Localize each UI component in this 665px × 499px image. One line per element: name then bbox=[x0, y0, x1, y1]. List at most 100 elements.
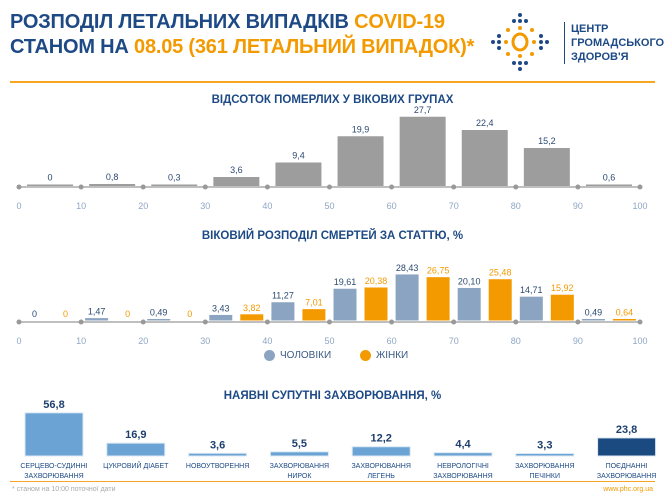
bar bbox=[399, 116, 446, 186]
bar-value-label: 9,4 bbox=[292, 151, 305, 161]
bar-value-label: 11,27 bbox=[272, 291, 294, 301]
category-label: ЗАХВОРЮВАННЯ bbox=[24, 473, 83, 480]
bar-value-label: 20,38 bbox=[365, 276, 388, 286]
title-highlight: COVID-19 bbox=[354, 11, 445, 33]
title-text: РОЗПОДІЛ ЛЕТАЛЬНИХ ВИПАДКІВ bbox=[10, 11, 355, 33]
bar-value-label: 15,92 bbox=[551, 283, 574, 293]
legend-women-label: ЖІНКИ bbox=[376, 350, 409, 361]
comorbidity-chart: 56,8 СЕРЦЕВО-СУДИННІ ЗАХВОРЮВАННЯ 16,9 ЦУКРО… bbox=[20, 399, 656, 480]
phc-logo-icon bbox=[491, 13, 549, 71]
bar-men bbox=[395, 274, 419, 321]
x-tick-label: 20 bbox=[138, 336, 148, 346]
x-tick-label: 100 bbox=[632, 201, 647, 211]
x-tick-dot bbox=[264, 319, 270, 325]
x-tick-label: 60 bbox=[387, 336, 397, 346]
bar-men bbox=[209, 314, 233, 321]
bar bbox=[433, 452, 493, 457]
bar-men bbox=[85, 318, 109, 321]
bar-value-label: 4,4 bbox=[455, 439, 471, 451]
bar-men bbox=[271, 302, 295, 321]
x-tick-label: 70 bbox=[449, 201, 459, 211]
bar-value-label: 0,6 bbox=[603, 173, 616, 183]
bar-value-label: 0 bbox=[187, 309, 192, 319]
bar-value-label: 5,5 bbox=[292, 438, 307, 450]
category-label: НОВОУТВОРЕННЯ bbox=[186, 463, 249, 470]
bar-women bbox=[302, 309, 326, 321]
x-tick-dot bbox=[451, 184, 457, 190]
bar-women bbox=[550, 294, 574, 321]
category-label: СЕРЦЕВО-СУДИННІ bbox=[20, 463, 87, 470]
x-tick-dot bbox=[327, 184, 332, 190]
bar bbox=[89, 184, 136, 186]
page-title: РОЗПОДІЛ ЛЕТАЛЬНИХ ВИПАДКІВ COVID-19 СТА… bbox=[10, 10, 474, 60]
category-label: ЗАХВОРЮВАННЯ bbox=[270, 463, 329, 470]
category-label: ЗАХВОРЮВАННЯ bbox=[515, 463, 574, 470]
x-tick-label: 70 bbox=[449, 336, 459, 346]
header-divider bbox=[10, 81, 655, 83]
title-text: СТАНОМ НА bbox=[10, 36, 135, 58]
website-url: www.phc.org.ua bbox=[603, 486, 653, 493]
logo-text: ЦЕНТР ГРОМАДСЬКОГО ЗДОРОВ'Я bbox=[571, 22, 664, 64]
bar-men bbox=[581, 319, 605, 321]
legend-women-swatch bbox=[360, 350, 371, 361]
logo-line-2: ГРОМАДСЬКОГО bbox=[571, 37, 665, 49]
x-tick-label: 100 bbox=[632, 336, 647, 346]
chart2-title: ВІКОВИЙ РОЗПОДІЛ СМЕРТЕЙ ЗА СТАТТЮ, % bbox=[201, 230, 464, 242]
bar-value-label: 3,43 bbox=[212, 303, 230, 313]
bar-value-label: 0,3 bbox=[168, 173, 181, 183]
x-tick-label: 80 bbox=[511, 201, 521, 211]
bar bbox=[188, 452, 248, 457]
x-tick-dot bbox=[389, 319, 395, 325]
x-tick-dot bbox=[16, 319, 22, 325]
bar-value-label: 27,7 bbox=[414, 105, 432, 115]
bar bbox=[24, 412, 84, 457]
bar-value-label: 14,71 bbox=[520, 285, 543, 295]
x-tick-label: 40 bbox=[262, 201, 272, 211]
legend-women: ЖІНКИ bbox=[360, 350, 408, 361]
x-tick-dot bbox=[389, 184, 395, 190]
legend-men: ЧОЛОВІКИ bbox=[264, 350, 331, 361]
x-tick-label: 50 bbox=[324, 336, 334, 346]
x-tick-label: 40 bbox=[262, 336, 272, 346]
chart1-title: ВІДСОТОК ПОМЕРЛИХ У ВІКОВИХ ГРУПАХ bbox=[211, 94, 454, 106]
legend-men-label: ЧОЛОВІКИ bbox=[280, 350, 332, 361]
bar-value-label: 0 bbox=[48, 173, 53, 183]
x-tick-dot bbox=[202, 319, 208, 325]
bar-value-label: 16,9 bbox=[125, 429, 146, 441]
x-tick-label: 20 bbox=[138, 201, 148, 211]
title-highlight: 08.05 (361 ЛЕТАЛЬНИЙ ВИПАДОК)* bbox=[134, 36, 475, 58]
logo-line-3: ЗДОРОВ'Я bbox=[571, 51, 629, 63]
bar-value-label: 19,9 bbox=[352, 124, 370, 134]
bar-value-label: 0 bbox=[32, 309, 37, 319]
bar bbox=[351, 446, 411, 457]
x-tick-dot bbox=[140, 184, 146, 190]
bar bbox=[106, 442, 166, 457]
category-label: ЗАХВОРЮВАННЯ bbox=[433, 473, 492, 480]
category-label: ЛЕГЕНЬ bbox=[368, 473, 396, 480]
category-label: ЗАХВОРЮВАННЯ bbox=[351, 463, 410, 470]
x-tick-label: 90 bbox=[573, 336, 583, 346]
bar bbox=[337, 136, 384, 186]
bar-value-label: 0,8 bbox=[106, 172, 119, 182]
footer-divider bbox=[10, 481, 655, 482]
bar-value-label: 25,48 bbox=[489, 268, 512, 278]
age-death-chart: 0 10 20 30 40 50 60 70 80 90 100 0 0,8 0,3 3,6 9,4 19,9 2… bbox=[16, 105, 647, 211]
category-label: НЕВРОЛОГІЧНІ bbox=[437, 463, 489, 470]
bar-value-label: 22,4 bbox=[476, 118, 494, 128]
legend-men-swatch bbox=[264, 350, 275, 361]
bar bbox=[213, 177, 260, 186]
bar-men bbox=[147, 319, 171, 321]
x-tick-dot bbox=[451, 319, 457, 325]
x-tick-label: 0 bbox=[16, 336, 21, 346]
bar-women bbox=[364, 287, 388, 321]
bar-women bbox=[240, 314, 264, 321]
x-tick-dot bbox=[327, 319, 332, 325]
x-tick-label: 50 bbox=[324, 201, 334, 211]
bar-value-label: 1,47 bbox=[88, 307, 106, 317]
bar-value-label: 0,49 bbox=[585, 308, 603, 318]
x-tick-dot bbox=[575, 319, 581, 325]
bar bbox=[515, 452, 575, 457]
x-tick-label: 60 bbox=[387, 201, 397, 211]
sex-age-death-chart: 0 10 20 30 40 50 60 70 80 90 100 0 1,47 0,49 3,43 11,27… bbox=[16, 263, 647, 346]
bar-value-label: 3,3 bbox=[537, 439, 552, 451]
